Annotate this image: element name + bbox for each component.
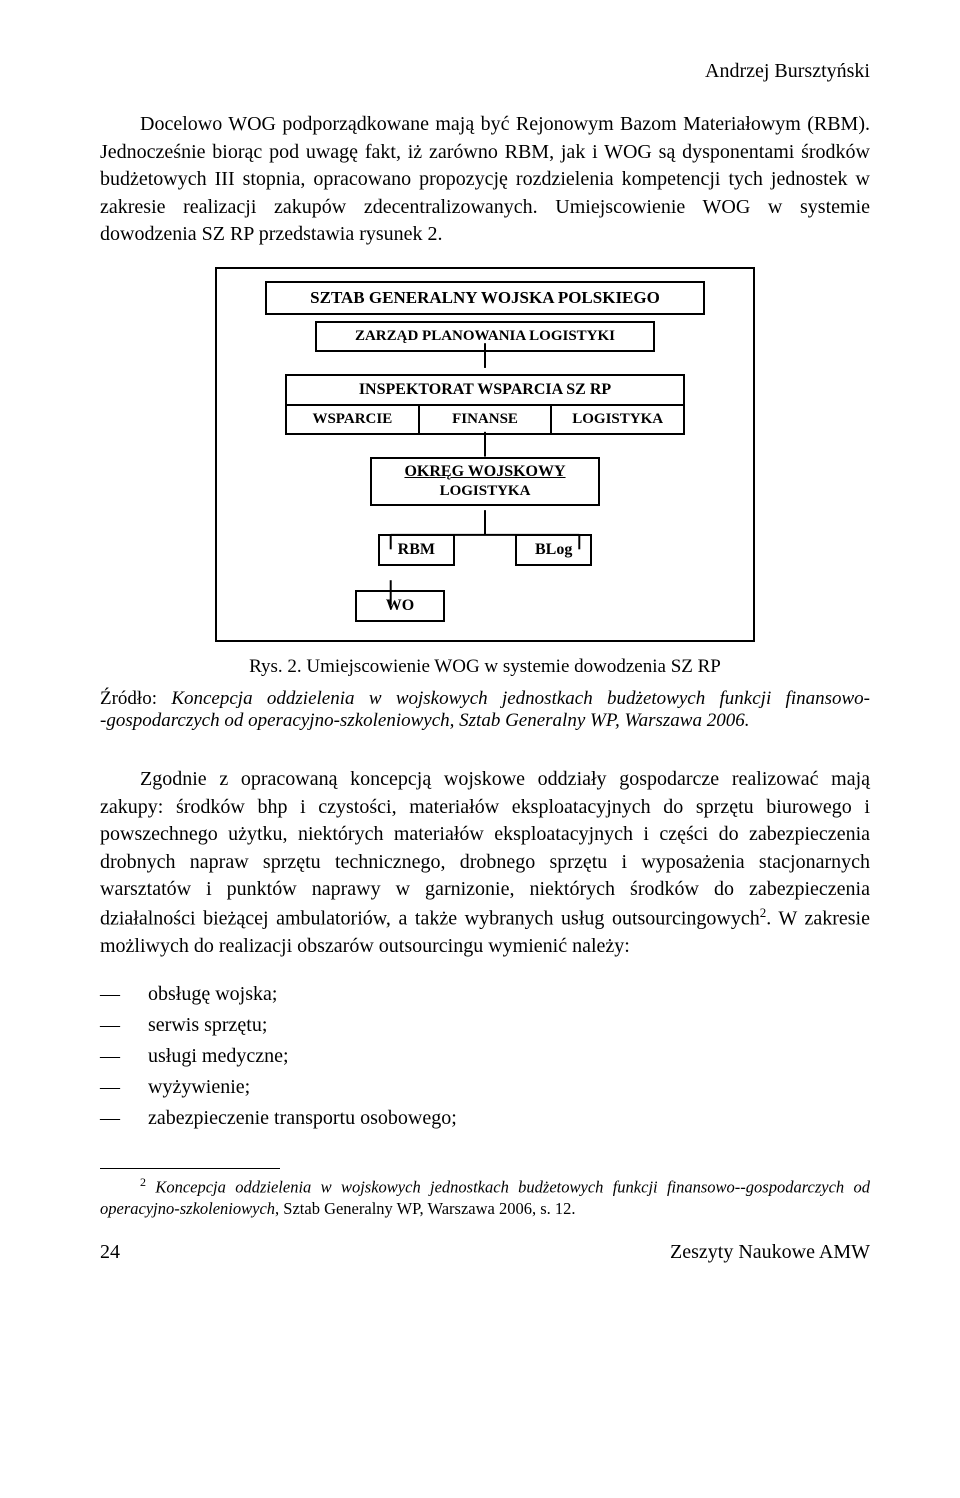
box-inspektorat: INSPEKTORAT WSPARCIA SZ RP WSPARCIE FINA…	[285, 374, 685, 435]
box-sztab-generalny: SZTAB GENERALNY WOJSKA POLSKIEGO	[265, 281, 705, 315]
inspektorat-row: WSPARCIE FINANSE LOGISTYKA	[287, 406, 683, 433]
cell-logistyka: LOGISTYKA	[552, 406, 683, 433]
list-item: obsługę wojska;	[100, 979, 870, 1010]
box-blog: BLog	[515, 534, 592, 566]
cell-finanse: FINANSE	[420, 406, 553, 433]
box-wog: WO	[355, 590, 445, 622]
list-item: zabezpieczenie transportu osobowego;	[100, 1103, 870, 1134]
figure-source: Źródło: Koncepcja oddzielenia w wojskowy…	[100, 688, 870, 732]
footnote-number: 2	[100, 1175, 146, 1189]
list-item: usługi medyczne;	[100, 1041, 870, 1072]
list-item: serwis sprzętu;	[100, 1010, 870, 1041]
inspektorat-title: INSPEKTORAT WSPARCIA SZ RP	[287, 376, 683, 406]
list-item: wyżywienie;	[100, 1072, 870, 1103]
org-chart: SZTAB GENERALNY WOJSKA POLSKIEGO ZARZĄD …	[215, 267, 755, 642]
page-footer: 24 Zeszyty Naukowe AMW	[100, 1241, 870, 1264]
para2-part-a: Zgodnie z opracowaną koncepcją wojskowe …	[100, 768, 870, 930]
footnote-separator	[100, 1168, 280, 1169]
cell-wsparcie: WSPARCIE	[287, 406, 420, 433]
rbm-blog-row: RBM BLog	[305, 534, 665, 566]
paragraph-1: Docelowo WOG podporządkowane mają być Re…	[100, 111, 870, 249]
wog-row: WO	[355, 590, 445, 622]
footnote-tail: , Sztab Generalny WP, Warszawa 2006, s. …	[275, 1199, 576, 1218]
okreg-sub: LOGISTYKA	[372, 483, 598, 504]
box-zarzad-planowania: ZARZĄD PLANOWANIA LOGISTYKI	[315, 321, 655, 352]
box-rbm: RBM	[378, 534, 455, 566]
source-lead: Źródło:	[100, 688, 171, 709]
box-okreg-wojskowy: OKRĘG WOJSKOWY LOGISTYKA	[370, 457, 600, 506]
page: Andrzej Bursztyński Docelowo WOG podporz…	[0, 0, 960, 1304]
okreg-title: OKRĘG WOJSKOWY	[372, 459, 598, 483]
source-body: Koncepcja oddzielenia w wojskowych jedno…	[100, 688, 870, 731]
outsourcing-list: obsługę wojska; serwis sprzętu; usługi m…	[100, 979, 870, 1134]
paragraph-2: Zgodnie z opracowaną koncepcją wojskowe …	[100, 766, 870, 961]
author-header: Andrzej Bursztyński	[100, 60, 870, 83]
page-number: 24	[100, 1241, 120, 1264]
figure-caption: Rys. 2. Umiejscowienie WOG w systemie do…	[100, 656, 870, 678]
journal-name: Zeszyty Naukowe AMW	[670, 1241, 870, 1264]
footnote-2: 2 Koncepcja oddzielenia w wojskowych jed…	[100, 1175, 870, 1219]
